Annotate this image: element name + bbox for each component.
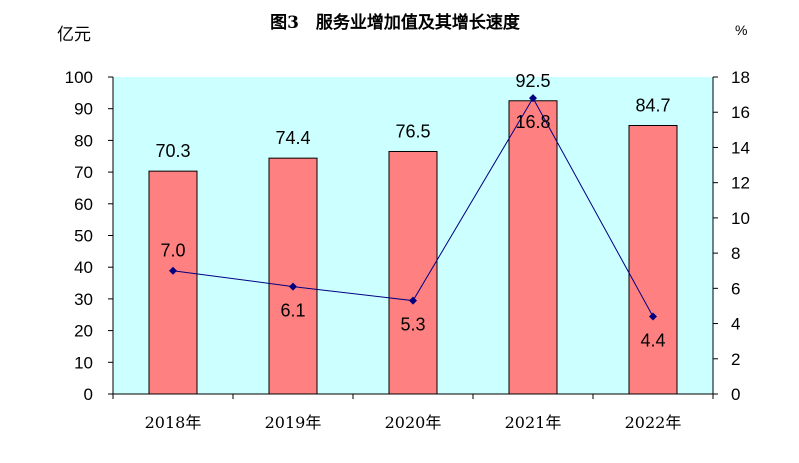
bar — [148, 170, 198, 395]
line-point — [169, 266, 177, 275]
bar-label: 74.4 — [275, 128, 310, 148]
bar-label: 76.5 — [395, 121, 430, 141]
right-tick-label: 10 — [731, 209, 750, 228]
line-point — [649, 312, 657, 321]
left-axis-unit: 亿元 — [57, 25, 91, 44]
x-tick-label: 2018年 — [145, 413, 202, 432]
left-tick-label: 100 — [65, 68, 93, 87]
x-tick-label: 2020年 — [385, 413, 442, 432]
right-tick-label: 4 — [731, 315, 740, 334]
right-tick-label: 12 — [731, 174, 750, 193]
right-tick-label: 14 — [731, 138, 750, 157]
line-label: 7.0 — [160, 241, 185, 261]
right-axis-unit: % — [735, 22, 747, 38]
line-point — [409, 296, 417, 305]
left-tick-label: 50 — [74, 227, 93, 246]
left-tick-label: 70 — [74, 163, 93, 182]
x-tick-label: 2019年 — [265, 413, 322, 432]
bar — [628, 125, 678, 395]
right-tick-label: 0 — [731, 385, 740, 404]
bar — [508, 100, 558, 395]
line-label: 16.8 — [515, 112, 550, 132]
line-label: 6.1 — [280, 301, 305, 321]
left-tick-label: 30 — [74, 290, 93, 309]
right-tick-label: 18 — [731, 68, 750, 87]
right-tick-label: 2 — [731, 350, 740, 369]
right-tick-label: 6 — [731, 279, 740, 298]
left-tick-label: 0 — [84, 385, 93, 404]
x-tick-label: 2021年 — [505, 413, 562, 432]
bar-label: 70.3 — [155, 141, 190, 161]
right-tick-label: 8 — [731, 244, 740, 263]
chart-title: 图3 服务业增加值及其增长速度 — [270, 12, 521, 33]
left-tick-label: 60 — [74, 195, 93, 214]
left-tick-label: 40 — [74, 258, 93, 277]
left-tick-label: 80 — [74, 131, 93, 150]
line-point — [289, 282, 297, 291]
bar — [268, 157, 318, 395]
line-label: 5.3 — [400, 315, 425, 335]
left-tick-label: 90 — [74, 100, 93, 119]
bar-label: 84.7 — [635, 96, 670, 116]
right-tick-label: 16 — [731, 103, 750, 122]
left-tick-label: 20 — [74, 322, 93, 341]
x-tick-label: 2022年 — [625, 413, 682, 432]
line-label: 4.4 — [640, 331, 665, 351]
bar-label: 92.5 — [515, 71, 550, 91]
left-tick-label: 10 — [74, 353, 93, 372]
line-point — [529, 94, 537, 103]
